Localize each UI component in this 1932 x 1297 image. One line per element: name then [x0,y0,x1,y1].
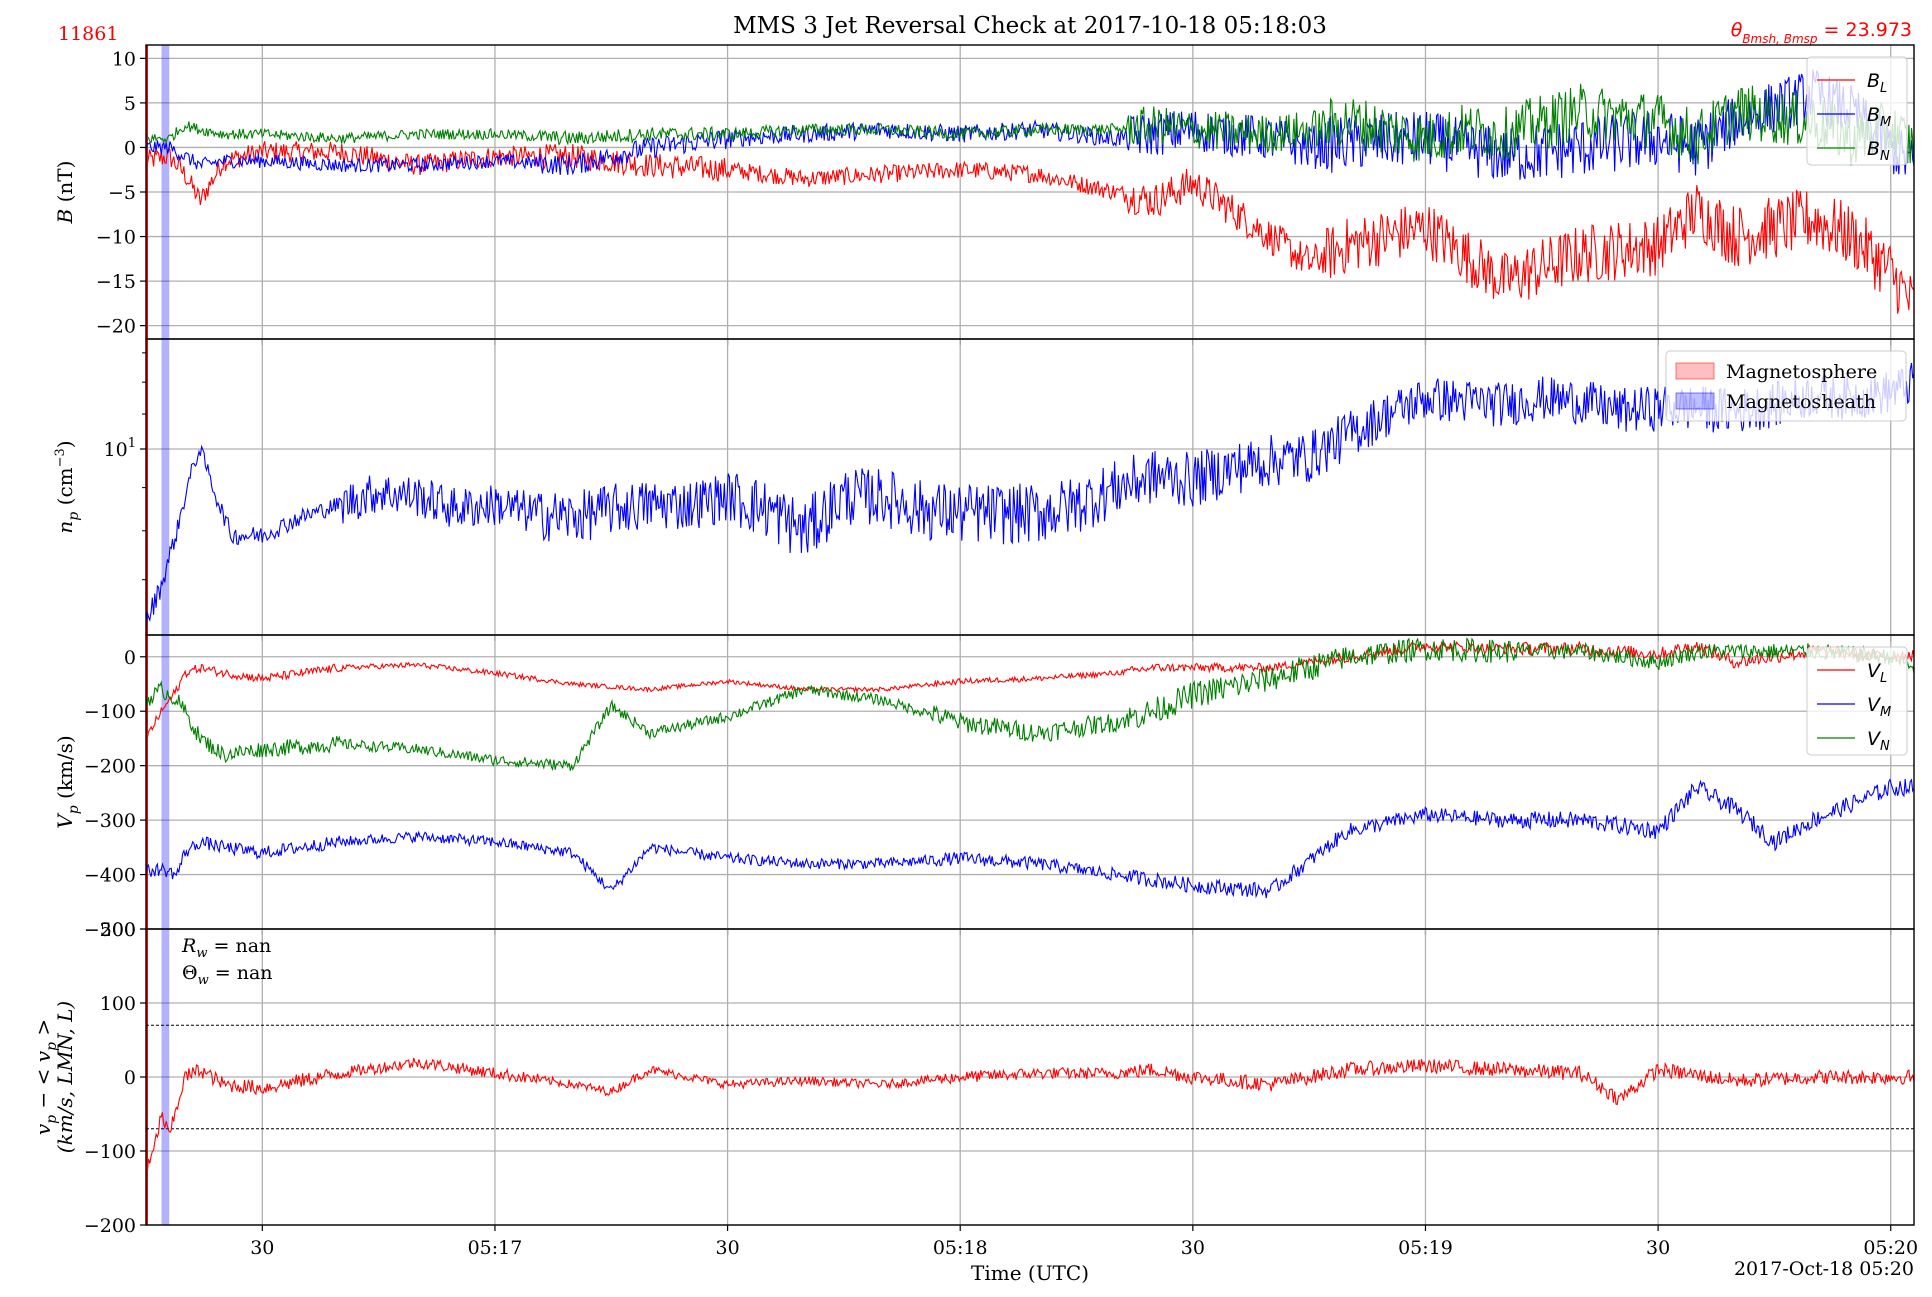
y-tick-label: 100 [100,993,136,1015]
y-tick-label: −15 [96,271,136,293]
angle-value: = 23.973 [1818,19,1912,41]
sample-count-label: 11861 [58,23,118,45]
y-tick-label: −500 [84,919,136,941]
y-tick-label: −100 [84,1141,136,1163]
series-line-n-p [146,362,1914,632]
panel-frame [145,338,1915,636]
angle-label: θBmsh, Bmsp = 23.973 [1731,19,1912,46]
y-tick-label: −200 [84,1215,136,1237]
angle-subscript: Bmsh, Bmsp [1742,32,1818,46]
y-tick-label: −200 [84,756,136,778]
magnetosheath-band [161,635,170,929]
magnetosheath-band [161,339,170,635]
series-line-v-p-v-p- [146,1057,1914,1176]
legend-label: Magnetosphere [1726,361,1877,383]
legend-label: BN [1867,138,1890,164]
series-line-B-L [146,141,1914,314]
series-line-V-M [146,778,1914,899]
chart-title: MMS 3 Jet Reversal Check at 2017-10-18 0… [733,13,1327,39]
y-tick-label: −100 [84,701,136,723]
annotation-thetaw: Θw = nan [182,962,273,988]
y-tick-label: 10 [112,48,136,70]
y-tick-label: 0 [124,1067,136,1089]
legend-label: VL [1867,660,1887,686]
x-tick-label: 05:17 [468,1237,523,1259]
legend-label: BL [1867,70,1887,96]
y-tick-label: 0 [124,137,136,159]
legend-box [1806,56,1908,166]
panel-dVp: 30 05:17 30 05:18 30 05:19 30 05:20 200 100 0 −100 −… [31,919,1918,1259]
panels-group: 10 5 0 −5 −10 −15 −20 B (nT) BL BM BN 101 np (cm−3) M… [31,44,1918,1259]
panel-np: 101 np (cm−3) Magnetosphere Magnetosheath [53,338,1915,641]
legend-box [1806,646,1908,756]
panel-B: 10 5 0 −5 −10 −15 −20 B (nT) BL BM BN [53,44,1915,345]
y-tick-label: 5 [124,93,136,115]
annotation-rw: Rw = nan [181,935,271,961]
x-tick-label: 30 [715,1237,739,1259]
y-tick-label: 0 [124,647,136,669]
panel-Vp: 0 −100 −200 −300 −400 −500 Vp (km/s) VL VM VN [53,634,1915,941]
x-tick-label: 05:19 [1398,1237,1453,1259]
legend-patch [1675,392,1715,410]
series-line-B-N [146,83,1914,167]
y-tick-label: −300 [84,810,136,832]
series-line-V-N [146,636,1914,771]
x-tick-label: 05:20 [1863,1237,1918,1259]
y-tick-label: 101 [104,436,136,461]
y-tick-label: −400 [84,865,136,887]
date-label: 2017-Oct-18 05:20 [1734,1258,1914,1280]
magnetosheath-band [161,45,170,339]
y-tick-label: −20 [96,316,136,338]
x-tick-label: 05:18 [933,1237,988,1259]
legend-patch [1675,362,1715,380]
series-line-B-M [146,69,1914,180]
y-tick-label: −5 [108,182,136,204]
legend-label: Magnetosheath [1726,391,1876,413]
panel-frame [145,634,1915,930]
legend-box [1665,350,1907,422]
legend-label: VM [1867,694,1891,720]
angle-symbol: θ [1731,19,1743,41]
x-tick-label: 30 [1646,1237,1670,1259]
magnetosheath-band [161,929,170,1225]
x-tick-label: 30 [250,1237,274,1259]
x-tick-label: 30 [1181,1237,1205,1259]
y-tick-label: −10 [96,227,136,249]
y-axis-label-B: B (nT) [53,161,77,225]
y-axis-label-dVp: vp − < vp > [31,1019,60,1135]
x-axis-label: Time (UTC) [971,1261,1089,1285]
y-axis-label-Vp: Vp (km/s) [53,735,82,828]
legend-label: VN [1867,728,1890,754]
y-axis-label-np: np (cm−3) [53,440,82,533]
panel-frame [145,928,1915,1226]
legend-label: BM [1867,104,1891,130]
y-tick-label: 200 [100,919,136,941]
y-axis-label-line2: (km/s, LMN, L) [53,1001,77,1153]
